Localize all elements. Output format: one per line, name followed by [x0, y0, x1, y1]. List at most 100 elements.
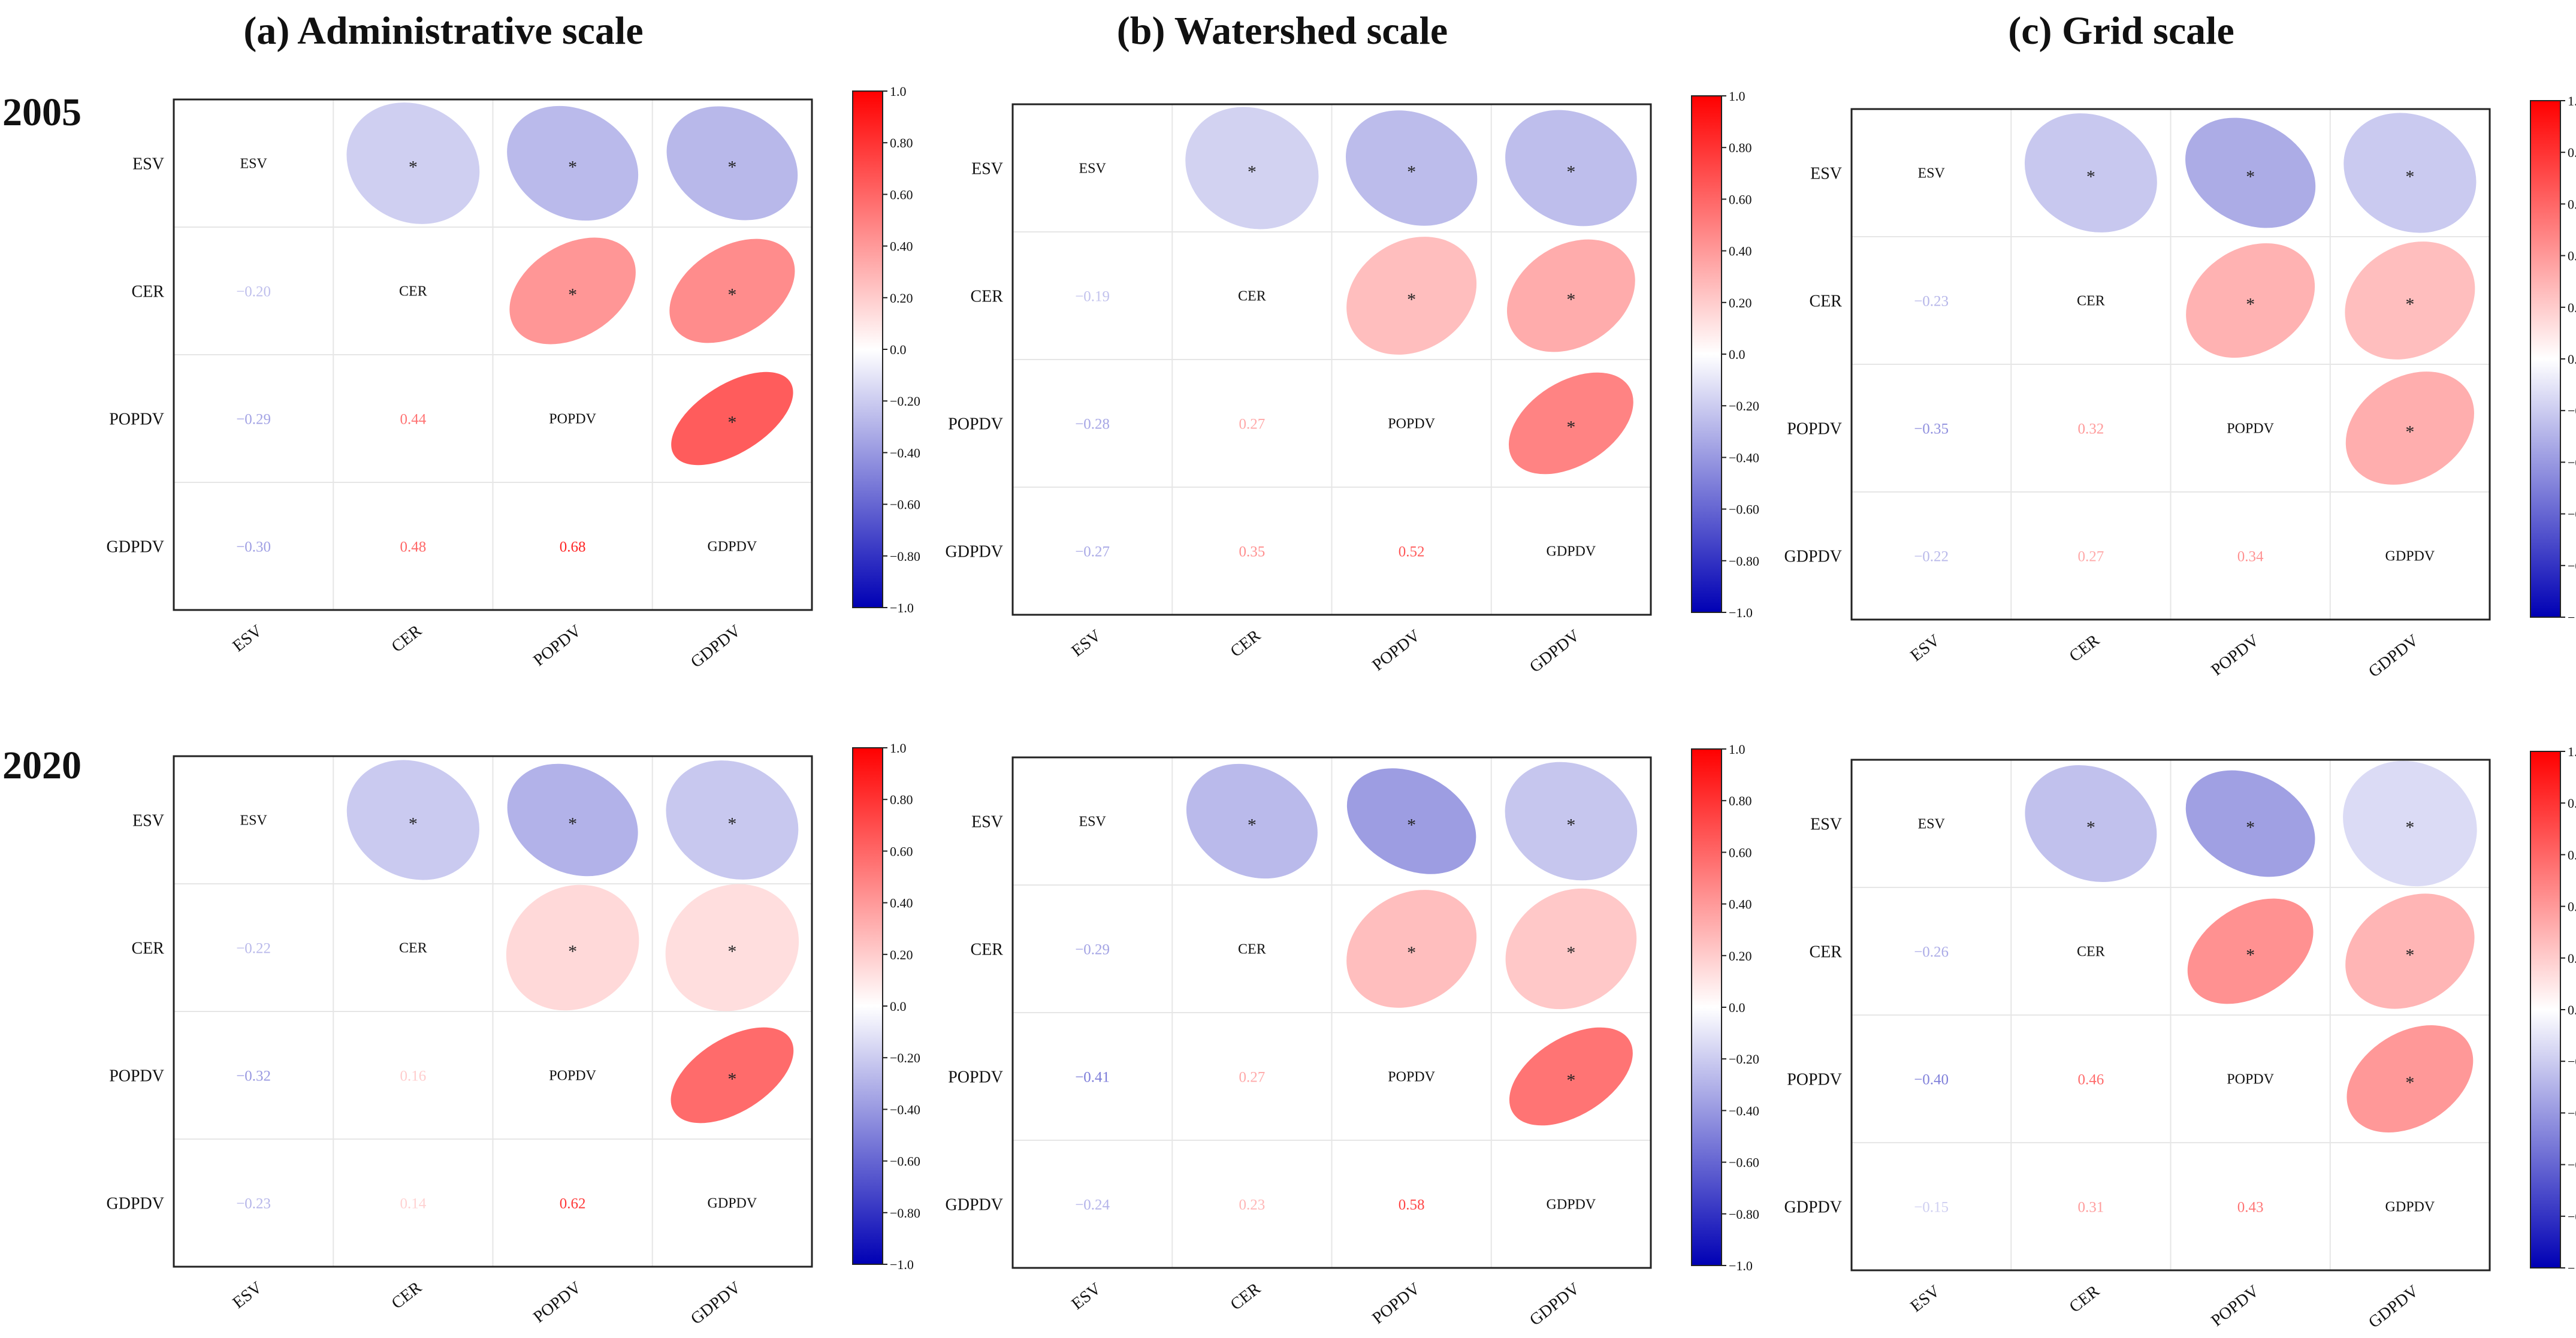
- row-label: GDPDV: [107, 1195, 164, 1213]
- correlation-ellipse: [1345, 110, 1478, 226]
- column-title-grid: (c) Grid scale: [2008, 9, 2234, 53]
- correlation-ellipse: [2345, 372, 2474, 485]
- colorbar-tick-label: 1.0: [890, 741, 907, 756]
- colorbar-tick-label: −1.0: [2568, 1261, 2576, 1276]
- colorbar-tick-label: 1.0: [1729, 742, 1745, 757]
- diagonal-label: CER: [1238, 289, 1266, 304]
- colorbar-tick-label: 0.60: [890, 187, 913, 202]
- coefficient-label: −0.15: [1914, 1200, 1949, 1216]
- significance-marker: *: [1248, 162, 1257, 182]
- row-label: GDPDV: [107, 538, 164, 557]
- colorbar-tick-label: −0.80: [1729, 1207, 1759, 1222]
- plot-border: [173, 98, 813, 611]
- significance-marker: *: [727, 158, 736, 177]
- colorbar-tick-label: 1.0: [2568, 93, 2576, 108]
- significance-marker: *: [1566, 418, 1575, 437]
- diagonal-label: GDPDV: [708, 539, 757, 555]
- colorbar-tick-label: 0.20: [890, 947, 913, 962]
- row-label: POPDV: [948, 1068, 1003, 1087]
- coefficient-label: −0.29: [1075, 942, 1110, 958]
- significance-marker: *: [1407, 816, 1416, 835]
- diagonal-label: GDPDV: [1547, 1197, 1596, 1213]
- colorbar-tick-label: −0.60: [2568, 507, 2576, 522]
- significance-marker: *: [2405, 1073, 2414, 1093]
- coefficient-label: −0.22: [1914, 549, 1949, 565]
- colorbar-tick-label: −0.40: [2568, 455, 2576, 470]
- row-label: CER: [132, 940, 165, 958]
- colorbar-tick-label: 0.20: [1729, 949, 1752, 964]
- coefficient-label: −0.19: [1075, 289, 1110, 305]
- colorbar-tick-label: 0.80: [1729, 140, 1752, 155]
- colorbar-tick-label: 0.20: [1729, 295, 1752, 310]
- correlation-ellipse: [509, 237, 636, 345]
- coefficient-label: 0.68: [560, 539, 586, 555]
- colorbar-tick-label: 0.40: [2568, 249, 2576, 264]
- plot-border: [1850, 108, 2491, 621]
- coefficient-label: −0.27: [1075, 544, 1110, 560]
- significance-marker: *: [2405, 167, 2414, 187]
- colorbar-tick-label: 1.0: [2568, 744, 2576, 759]
- colorbar-tick-label: −0.40: [2568, 1106, 2576, 1120]
- significance-marker: *: [2086, 818, 2095, 838]
- coefficient-label: −0.20: [236, 284, 271, 300]
- correlation-ellipse: [2024, 113, 2157, 232]
- correlation-ellipse: [1506, 239, 1635, 352]
- colorbar-tick-label: −0.20: [890, 1050, 920, 1065]
- significance-marker: *: [1566, 816, 1575, 835]
- diagonal-label: GDPDV: [708, 1196, 757, 1212]
- column-title-administrative: (a) Administrative scale: [243, 9, 644, 53]
- diagonal-label: ESV: [1079, 161, 1106, 177]
- coefficient-label: −0.23: [236, 1196, 271, 1212]
- colorbar-tick-label: −0.20: [890, 394, 920, 409]
- colorbar-tick-label: −0.80: [1729, 554, 1759, 569]
- diagonal-label: GDPDV: [2385, 549, 2435, 564]
- row-label: ESV: [1810, 816, 1842, 834]
- column-title-watershed: (b) Watershed scale: [1116, 9, 1448, 53]
- diagonal-label: CER: [399, 284, 427, 300]
- diagonal-label: POPDV: [2227, 1072, 2274, 1088]
- significance-marker: *: [2405, 422, 2414, 442]
- coefficient-label: 0.16: [400, 1068, 427, 1085]
- diagonal-label: GDPDV: [2385, 1200, 2435, 1215]
- row-label: ESV: [971, 813, 1003, 832]
- significance-marker: *: [2405, 295, 2414, 315]
- diagonal-label: POPDV: [549, 412, 596, 427]
- colorbar-tick-label: 0.60: [2568, 847, 2576, 862]
- colorbar-tick-label: 0.60: [1729, 845, 1752, 860]
- row-label: GDPDV: [946, 543, 1003, 561]
- coefficient-label: −0.24: [1075, 1197, 1110, 1213]
- colorbar-tick-label: −0.40: [890, 445, 920, 460]
- coefficient-label: −0.30: [236, 539, 271, 555]
- colorbar-tick-label: 0.0: [2568, 1002, 2576, 1017]
- plot-border: [173, 755, 813, 1268]
- colorbar-tick-label: 0.60: [1729, 192, 1752, 207]
- significance-marker: *: [2405, 946, 2414, 965]
- colorbar-tick-label: −1.0: [890, 1257, 914, 1272]
- correlation-ellipse: [1186, 763, 1318, 879]
- colorbar-tick-label: −1.0: [1729, 605, 1753, 620]
- row-label: ESV: [132, 812, 164, 830]
- colorbar-tick-label: 0.80: [1729, 793, 1752, 808]
- colorbar-tick-label: −0.80: [890, 1206, 920, 1221]
- colorbar-tick-label: −0.80: [2568, 558, 2576, 573]
- correlation-ellipse: [1346, 890, 1477, 1008]
- correlation-ellipse: [1505, 110, 1637, 226]
- significance-marker: *: [409, 814, 418, 834]
- row-label: CER: [971, 288, 1004, 306]
- diagonal-label: GDPDV: [1547, 544, 1596, 560]
- diagonal-label: POPDV: [549, 1068, 596, 1084]
- row-title-2005: 2005: [2, 90, 81, 134]
- correlation-ellipse: [2187, 898, 2314, 1004]
- significance-marker: *: [727, 285, 736, 305]
- colorbar-tick-label: −0.60: [2568, 1158, 2576, 1173]
- significance-marker: *: [2086, 167, 2095, 187]
- correlation-ellipse: [1346, 237, 1477, 355]
- significance-marker: *: [1407, 162, 1416, 182]
- row-label: CER: [1810, 943, 1843, 962]
